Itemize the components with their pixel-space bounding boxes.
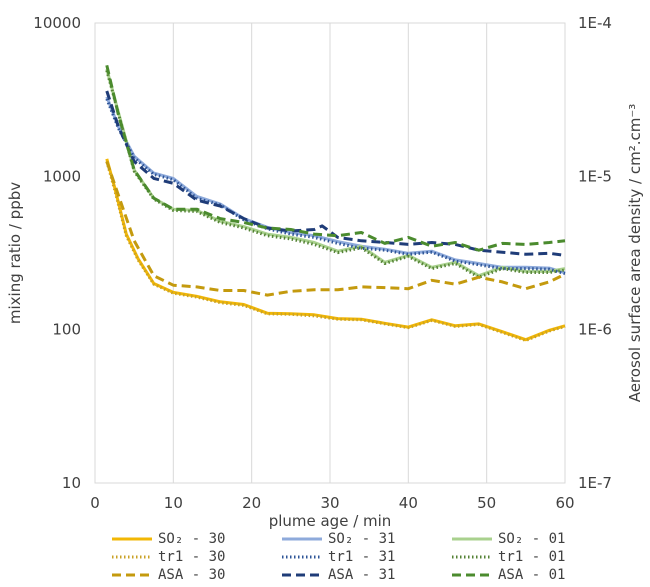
x-axis-title: plume age / min — [269, 512, 392, 530]
legend-label-6: ASA - 30 — [158, 567, 225, 583]
y-tick-label: 100 — [52, 321, 81, 339]
x-axis-ticks: 0 10 20 30 40 50 60 — [90, 494, 574, 512]
x-tick-label: 10 — [164, 494, 183, 512]
gridlines — [172, 23, 488, 483]
series-layer — [105, 64, 566, 342]
legend-label-3: tr1 - 30 — [158, 549, 225, 565]
legend-label-5: tr1 - 01 — [498, 549, 565, 565]
y2-axis-ticks: 1E-7 1E-6 1E-5 1E-4 — [578, 14, 612, 492]
y2-tick-label: 1E-5 — [578, 167, 612, 185]
series-line-8 — [105, 64, 566, 252]
y-axis-title: mixing ratio / ppbv — [6, 182, 24, 324]
y2-axis-title: Aerosol surface area density / cm².cm⁻³ — [626, 104, 644, 403]
x-tick-label: 60 — [555, 494, 574, 512]
series-line-4 — [105, 98, 566, 276]
x-tick-label: 0 — [90, 494, 100, 512]
legend-label-7: ASA - 31 — [328, 567, 395, 583]
legend-label-1: SO₂ - 31 — [328, 531, 395, 547]
legend-label-4: tr1 - 31 — [328, 549, 395, 565]
legend-label-0: SO₂ - 30 — [158, 531, 225, 547]
y-axis-ticks: 10 100 1000 10000 — [33, 14, 81, 492]
legend-label-8: ASA - 01 — [498, 567, 565, 583]
y2-tick-label: 1E-4 — [578, 14, 612, 32]
x-tick-label: 30 — [320, 494, 339, 512]
x-tick-label: 40 — [399, 494, 418, 512]
series-line-3 — [105, 161, 566, 342]
y-tick-label: 10 — [62, 474, 81, 492]
legend-label-2: SO₂ - 01 — [498, 531, 565, 547]
series-line-6 — [105, 161, 566, 297]
y2-tick-label: 1E-6 — [578, 321, 612, 339]
y2-tick-label: 1E-7 — [578, 474, 612, 492]
x-tick-label: 20 — [242, 494, 261, 512]
y-tick-label: 10000 — [33, 14, 81, 32]
legend: SO₂ - 30 SO₂ - 31 SO₂ - 01 tr1 - 30 tr1 - 31… — [112, 531, 565, 583]
y-tick-label: 1000 — [43, 167, 81, 185]
x-tick-label: 50 — [477, 494, 496, 512]
series-line-7 — [105, 90, 566, 257]
